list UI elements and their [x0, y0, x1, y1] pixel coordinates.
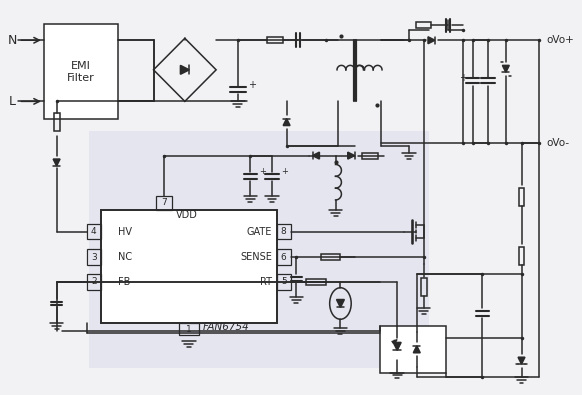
Text: VDD: VDD: [176, 210, 198, 220]
Text: 2: 2: [91, 277, 97, 286]
Text: GATE: GATE: [247, 226, 272, 237]
Text: FB: FB: [118, 277, 130, 287]
Text: NC: NC: [118, 252, 132, 262]
Text: 4: 4: [91, 227, 97, 236]
Text: +: +: [259, 167, 266, 176]
Text: RT: RT: [260, 277, 272, 287]
Polygon shape: [180, 66, 189, 74]
Polygon shape: [336, 299, 345, 307]
Text: SENSE: SENSE: [240, 252, 272, 262]
Polygon shape: [393, 342, 401, 350]
Text: N: N: [8, 34, 17, 47]
Text: 6: 6: [281, 253, 286, 261]
Bar: [379, 326, 446, 372]
Bar: [101, 210, 277, 323]
Polygon shape: [518, 357, 525, 364]
Text: oVo-: oVo-: [546, 138, 569, 148]
Bar: [44, 24, 118, 119]
Text: HV: HV: [118, 226, 132, 237]
Polygon shape: [53, 159, 60, 166]
Bar: [277, 249, 290, 265]
Text: 5: 5: [281, 277, 286, 286]
Polygon shape: [413, 346, 420, 353]
Bar: [157, 196, 172, 210]
Text: L: L: [9, 95, 16, 108]
Polygon shape: [428, 37, 435, 44]
Bar: [519, 188, 524, 206]
Bar: [421, 278, 427, 295]
Bar: [277, 274, 290, 290]
Text: +: +: [281, 167, 288, 176]
Bar: [306, 279, 326, 285]
Bar: [179, 323, 198, 335]
Text: 7: 7: [161, 198, 167, 207]
Text: 3: 3: [91, 253, 97, 261]
Polygon shape: [89, 131, 428, 368]
Bar: [362, 152, 378, 158]
Bar: [87, 274, 101, 290]
Text: FAN6754: FAN6754: [203, 322, 249, 332]
Text: +: +: [249, 80, 257, 90]
Bar: [87, 224, 101, 239]
Bar: [277, 224, 290, 239]
Text: EMI
Filter: EMI Filter: [67, 61, 95, 83]
Polygon shape: [348, 152, 354, 159]
Bar: [54, 113, 59, 131]
Text: oVo+: oVo+: [546, 35, 574, 45]
Text: 8: 8: [281, 227, 286, 236]
Text: 1: 1: [186, 325, 191, 334]
Bar: [267, 37, 283, 43]
Polygon shape: [313, 152, 320, 159]
Bar: [87, 249, 101, 265]
Polygon shape: [502, 66, 509, 72]
Polygon shape: [283, 118, 290, 126]
Text: +: +: [459, 73, 467, 83]
Bar: [519, 247, 524, 265]
Bar: [416, 23, 431, 28]
Bar: [321, 254, 340, 260]
